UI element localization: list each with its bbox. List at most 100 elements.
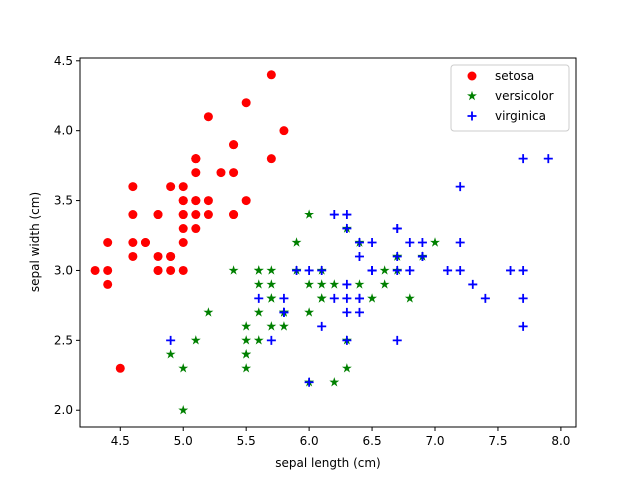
data-point-setosa: [153, 210, 163, 220]
data-point-setosa: [279, 126, 289, 136]
data-point-versicolor: [178, 405, 189, 415]
data-point-versicolor: [379, 265, 390, 275]
data-point-setosa: [90, 265, 100, 275]
data-point-setosa: [191, 154, 201, 164]
data-point-virginica: [392, 335, 402, 345]
data-point-versicolor: [430, 237, 440, 247]
data-point-virginica: [392, 251, 402, 261]
data-point-versicolor: [304, 307, 315, 317]
data-point-setosa: [178, 196, 188, 206]
data-point-virginica: [342, 293, 352, 303]
data-point-virginica: [266, 335, 276, 345]
data-point-versicolor: [341, 363, 352, 373]
data-point-setosa: [166, 251, 176, 261]
data-point-versicolor: [404, 293, 415, 303]
data-point-setosa: [229, 140, 239, 150]
data-point-versicolor: [253, 335, 264, 345]
data-point-setosa: [103, 265, 113, 275]
data-point-versicolor: [253, 279, 264, 289]
x-tick-label: 7.0: [425, 434, 444, 448]
x-axis-ticks: 4.5 5.0 5.5 6.0 6.5 7.0 7.5 8.0: [111, 427, 570, 448]
data-point-virginica: [292, 265, 302, 275]
data-point-setosa: [178, 182, 188, 192]
data-point-virginica: [518, 321, 528, 331]
legend-label-setosa: setosa: [495, 69, 534, 83]
data-point-virginica: [417, 238, 427, 247]
legend-marker-versicolor: [467, 90, 477, 101]
legend-label-virginica: virginica: [495, 109, 546, 123]
x-tick-label: 7.5: [488, 434, 507, 448]
y-tick-label: 3.0: [54, 263, 73, 277]
series-setosa: [90, 70, 289, 373]
data-point-virginica: [518, 154, 528, 164]
legend-marker-setosa: [467, 71, 477, 81]
data-point-setosa: [229, 168, 239, 178]
data-point-setosa: [191, 224, 201, 234]
data-point-setosa: [178, 224, 188, 234]
data-point-versicolor: [379, 279, 390, 289]
data-point-versicolor: [329, 377, 340, 387]
data-markers: [90, 70, 553, 415]
data-point-versicolor: [253, 265, 264, 275]
data-point-virginica: [342, 210, 352, 220]
data-point-virginica: [455, 265, 465, 275]
data-point-virginica: [329, 210, 339, 220]
data-point-setosa: [216, 168, 226, 178]
data-point-setosa: [103, 279, 113, 289]
data-point-virginica: [354, 307, 364, 317]
data-point-versicolor: [241, 321, 252, 331]
data-point-setosa: [166, 182, 176, 192]
data-point-versicolor: [241, 335, 252, 345]
data-point-versicolor: [316, 293, 327, 303]
data-point-versicolor: [165, 349, 176, 359]
data-point-virginica: [342, 307, 352, 317]
data-point-setosa: [178, 210, 188, 220]
y-tick-label: 3.5: [54, 194, 73, 208]
axes-frame: [79, 57, 577, 428]
data-point-virginica: [342, 279, 352, 289]
x-tick-label: 5.5: [237, 434, 256, 448]
data-point-virginica: [329, 293, 339, 303]
x-axis-label: sepal length (cm): [275, 456, 380, 470]
data-point-setosa: [128, 182, 138, 192]
legend: setosa versicolor virginica: [450, 64, 570, 132]
data-point-setosa: [166, 265, 176, 275]
data-point-virginica: [254, 293, 264, 303]
data-point-virginica: [405, 238, 415, 247]
data-point-setosa: [128, 210, 138, 220]
data-point-virginica: [405, 265, 415, 275]
data-point-versicolor: [316, 279, 327, 289]
data-point-versicolor: [190, 335, 201, 345]
y-tick-label: 4.0: [54, 124, 73, 138]
data-point-setosa: [266, 70, 276, 80]
data-point-versicolor: [266, 321, 277, 331]
data-point-virginica: [304, 265, 314, 275]
x-tick-label: 4.5: [111, 434, 130, 448]
data-point-versicolor: [203, 307, 214, 317]
data-point-setosa: [241, 98, 251, 108]
data-point-virginica: [392, 265, 402, 275]
data-point-versicolor: [304, 209, 315, 219]
data-point-virginica: [317, 265, 327, 275]
data-point-setosa: [140, 238, 150, 247]
data-point-versicolor: [278, 321, 289, 331]
series-virginica: [166, 154, 553, 387]
data-point-virginica: [443, 265, 453, 275]
legend-marker-virginica: [467, 111, 477, 121]
data-point-versicolor: [266, 265, 277, 275]
data-point-virginica: [354, 238, 364, 247]
x-tick-label: 6.0: [300, 434, 319, 448]
legend-box: [450, 64, 570, 132]
y-axis-label: sepal width (cm): [28, 192, 42, 292]
data-point-versicolor: [228, 265, 239, 275]
y-tick-label: 4.5: [54, 54, 73, 68]
data-point-virginica: [354, 293, 364, 303]
data-point-virginica: [317, 321, 327, 331]
data-point-virginica: [367, 265, 377, 275]
data-point-setosa: [153, 251, 163, 261]
data-point-virginica: [392, 224, 402, 234]
data-point-virginica: [417, 251, 427, 261]
data-point-setosa: [191, 196, 201, 206]
data-point-virginica: [279, 293, 289, 303]
x-tick-label: 6.5: [363, 434, 382, 448]
